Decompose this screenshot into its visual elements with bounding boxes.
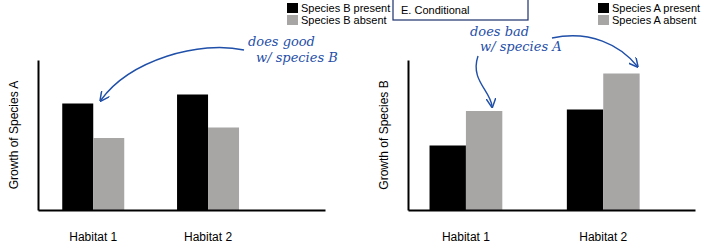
annotation-text: does good xyxy=(248,34,315,49)
legend-label: Species B present xyxy=(301,2,390,14)
x-tick-label: Habitat 1 xyxy=(69,230,117,244)
bar xyxy=(567,110,603,211)
y-axis-title: Growth of Species B xyxy=(377,80,391,189)
x-tick: Habitat 2 xyxy=(184,210,232,244)
x-axis: Habitat 1 Habitat 2 xyxy=(409,210,696,244)
x-tick: Habitat 1 xyxy=(69,210,117,244)
legend: Species A presentSpecies A absent xyxy=(598,2,700,26)
annotation-text: w/ species B xyxy=(256,50,338,65)
legend-label: Species A present xyxy=(612,2,700,14)
legend-label: Species A absent xyxy=(612,14,696,26)
y-axis xyxy=(408,61,409,211)
annotation-arrow xyxy=(101,47,244,100)
bar xyxy=(430,146,466,211)
bar xyxy=(466,111,502,210)
bar xyxy=(62,104,93,211)
annotation-text: w/ species A xyxy=(480,39,562,54)
panel-label: E. Conditional xyxy=(393,0,528,20)
panel-label-text: E. Conditional xyxy=(401,4,470,16)
x-tick: Habitat 1 xyxy=(442,210,490,244)
bar xyxy=(208,128,239,211)
legend: Species B presentSpecies B absent xyxy=(287,2,390,26)
x-tick-label: Habitat 2 xyxy=(579,230,627,244)
legend-label: Species B absent xyxy=(301,14,387,26)
figure: Habitat 1 Habitat 2 Growth of Species A Spe… xyxy=(0,0,713,251)
y-axis-line xyxy=(38,61,40,211)
plot-area xyxy=(430,74,640,211)
bar xyxy=(177,95,208,211)
annotation: does goodw/ species B xyxy=(101,34,338,100)
x-tick-label: Habitat 1 xyxy=(442,230,490,244)
x-axis: Habitat 1 Habitat 2 xyxy=(39,210,326,244)
panel-label-box xyxy=(393,0,528,20)
legend-swatch xyxy=(598,15,609,25)
annotation: does badw/ species A xyxy=(470,24,637,106)
bar xyxy=(603,74,639,211)
y-axis-line xyxy=(408,61,410,211)
plot-area xyxy=(62,95,239,211)
x-tick-label: Habitat 2 xyxy=(184,230,232,244)
bar xyxy=(93,138,124,210)
legend-swatch xyxy=(287,3,298,13)
x-tick: Habitat 2 xyxy=(579,210,627,244)
annotation-text: does bad xyxy=(470,24,529,39)
legend-swatch xyxy=(598,3,609,13)
y-axis xyxy=(38,61,39,211)
chart: Habitat 1 Habitat 2 Growth of Species B Spe… xyxy=(377,2,700,244)
x-axis-line xyxy=(39,210,326,212)
chart: Habitat 1 Habitat 2 Growth of Species A Spe… xyxy=(7,2,390,244)
annotation-arrow xyxy=(552,36,637,66)
legend-swatch xyxy=(287,15,298,25)
x-axis-line xyxy=(409,210,696,212)
annotation-arrow xyxy=(476,56,492,106)
y-axis-title: Growth of Species A xyxy=(7,81,21,190)
